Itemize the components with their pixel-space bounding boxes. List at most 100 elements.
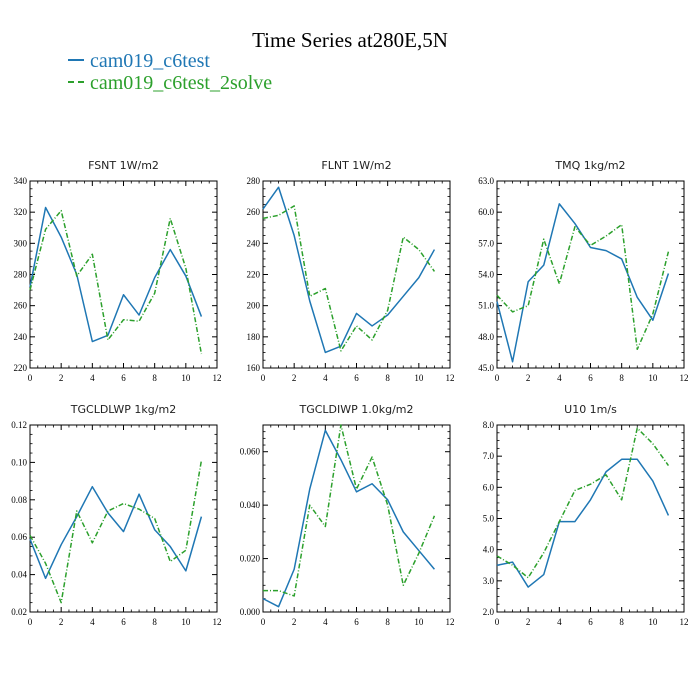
x-tick-label: 12: [446, 373, 455, 383]
plot-frame: [496, 424, 685, 613]
y-tick-label: 0.02: [11, 607, 27, 617]
y-tick-label: 8.0: [483, 420, 495, 430]
y-tick-label: 3.0: [483, 576, 495, 586]
x-tick-label: 6: [588, 617, 593, 627]
x-tick-label: 0: [28, 617, 33, 627]
chart-panel-5: U10 1m/s 0 2 4 6 8 10 12 2.0 3.0 4.0 5.0 6.0 7.0 8.0: [483, 403, 689, 627]
x-tick-label: 6: [354, 373, 359, 383]
y-tick-label: 0.08: [11, 495, 27, 505]
x-tick-label: 8: [152, 373, 157, 383]
x-tick-label: 12: [213, 617, 222, 627]
series-line-1: [29, 206, 203, 343]
y-tick-label: 280: [247, 176, 261, 186]
series-line-2: [29, 209, 203, 355]
y-tick-label: 0.04: [11, 570, 27, 580]
x-tick-label: 12: [446, 617, 455, 627]
x-tick-label: 4: [323, 373, 328, 383]
x-tick-label: 2: [526, 373, 531, 383]
y-tick-label: 45.0: [478, 363, 494, 373]
y-tick-label: 0.060: [240, 447, 261, 457]
x-tick-label: 4: [323, 617, 328, 627]
x-tick-label: 0: [261, 617, 266, 627]
chart-panel-2: TMQ 1kg/m2 0 2 4 6 8 10 12 45.0 48.0 51.0 54.0 57.0 6…: [478, 159, 688, 383]
x-tick-label: 2: [59, 373, 64, 383]
y-tick-label: 57.0: [478, 238, 494, 248]
x-tick-label: 12: [680, 373, 689, 383]
series-line-1: [262, 429, 435, 608]
chart-title: U10 1m/s: [564, 403, 617, 416]
chart-panel-1: FLNT 1W/m2 0 2 4 6 8 10 12 160 180 200 220 240 260 280: [247, 159, 455, 383]
y-tick-label: 220: [14, 363, 28, 373]
y-tick-label: 63.0: [478, 176, 494, 186]
series-line-1: [496, 203, 670, 363]
x-tick-label: 6: [121, 373, 126, 383]
legend-label-series2: cam019_c6test_2solve: [90, 72, 273, 94]
x-tick-label: 2: [292, 617, 297, 627]
x-tick-label: 4: [557, 373, 562, 383]
legend-label-series1: cam019_c6test: [90, 50, 210, 72]
y-tick-label: 51.0: [478, 301, 494, 311]
chart-title: TMQ 1kg/m2: [554, 159, 625, 172]
y-tick-label: 260: [247, 207, 261, 217]
y-tick-label: 60.0: [478, 207, 494, 217]
plot-frame: [496, 180, 685, 369]
page-title: Time Series at280E,5N: [252, 28, 448, 52]
x-tick-label: 10: [648, 373, 658, 383]
x-tick-label: 6: [354, 617, 359, 627]
y-tick-label: 240: [247, 238, 261, 248]
y-tick-label: 340: [14, 176, 28, 186]
y-tick-label: 48.0: [478, 332, 494, 342]
y-tick-label: 220: [247, 270, 261, 280]
x-tick-label: 4: [557, 617, 562, 627]
x-tick-label: 10: [414, 617, 424, 627]
x-tick-label: 12: [680, 617, 689, 627]
series-line-1: [29, 485, 203, 580]
x-tick-label: 0: [261, 373, 266, 383]
plot-frame: [262, 424, 451, 613]
x-tick-label: 8: [619, 617, 624, 627]
chart-title: FLNT 1W/m2: [321, 159, 391, 172]
y-tick-label: 0.06: [11, 532, 27, 542]
y-tick-label: 260: [14, 301, 28, 311]
x-tick-label: 10: [648, 617, 658, 627]
x-tick-label: 10: [181, 617, 191, 627]
series-line-2: [496, 223, 670, 351]
y-tick-label: 0.12: [11, 420, 27, 430]
y-tick-label: 6.0: [483, 482, 495, 492]
x-tick-label: 10: [414, 373, 424, 383]
series-line-1: [262, 186, 436, 354]
series-line-2: [29, 460, 203, 604]
series-line-1: [496, 458, 670, 588]
chart-panel-3: TGCLDLWP 1kg/m2 0 2 4 6 8 10 12 0.02 0.04 0.06 0.08…: [11, 403, 221, 627]
x-tick-label: 6: [121, 617, 126, 627]
legend-item-series2: cam019_c6test_2solve: [68, 72, 272, 95]
x-tick-label: 4: [90, 373, 95, 383]
y-tick-label: 4.0: [483, 545, 495, 555]
y-tick-label: 180: [247, 332, 261, 342]
legend-swatch-series1: [68, 59, 84, 62]
series-line-2: [263, 424, 436, 597]
y-tick-label: 2.0: [483, 607, 495, 617]
x-tick-label: 0: [28, 373, 33, 383]
plot-frame: [29, 180, 218, 369]
x-tick-label: 0: [495, 373, 500, 383]
chart-title: TGCLDIWP 1.0kg/m2: [298, 403, 413, 416]
x-tick-label: 8: [152, 617, 157, 627]
series-line-2: [496, 427, 670, 579]
x-tick-label: 8: [385, 373, 390, 383]
plot-frame: [262, 180, 451, 369]
legend-item-series1: cam019_c6test: [68, 50, 210, 73]
x-tick-label: 2: [292, 373, 297, 383]
y-tick-label: 320: [14, 207, 28, 217]
x-tick-label: 4: [90, 617, 95, 627]
chart-panel-0: FSNT 1W/m2 0 2 4 6 8 10 12 220 240 260 280 300 320 340: [14, 159, 222, 383]
y-tick-label: 54.0: [478, 270, 494, 280]
x-tick-label: 6: [588, 373, 593, 383]
y-tick-label: 160: [247, 363, 261, 373]
y-tick-label: 0.000: [240, 607, 261, 617]
y-tick-label: 240: [14, 332, 28, 342]
x-tick-label: 8: [385, 617, 390, 627]
y-tick-label: 0.020: [240, 554, 261, 564]
chart-panel-4: TGCLDIWP 1.0kg/m2 0 2 4 6 8 10 12 0.000 0.020 0.04…: [240, 403, 455, 627]
